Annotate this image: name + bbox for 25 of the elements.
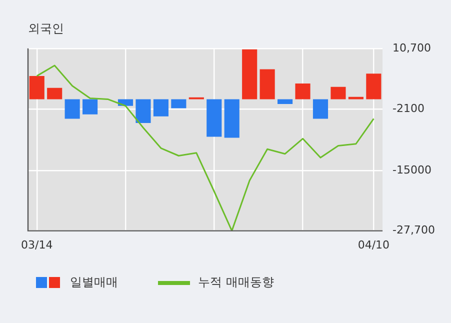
bar — [224, 99, 240, 138]
x-tick-label: 04/10 — [358, 238, 390, 252]
bar — [136, 99, 151, 123]
bar — [312, 99, 328, 119]
bar — [330, 86, 346, 100]
chart-title: 외국인 — [28, 21, 64, 36]
legend-label: 누적 매매동향 — [198, 274, 274, 291]
bar — [171, 99, 186, 108]
legend-label: 일별매매 — [70, 274, 118, 291]
y-tick-label: 10,700 — [392, 41, 432, 54]
y-tick-label: -15000 — [392, 163, 432, 176]
y-tick-label: -2100 — [392, 102, 425, 116]
x-tick-label: 03/14 — [21, 238, 53, 252]
bar — [295, 84, 310, 100]
bar — [29, 76, 44, 100]
bar — [260, 69, 275, 100]
bar — [153, 99, 168, 116]
bar — [278, 99, 293, 104]
bar — [64, 99, 80, 119]
bar — [242, 49, 258, 100]
bar — [47, 88, 62, 100]
bar — [206, 99, 222, 137]
bar — [82, 99, 98, 114]
y-tick-label: -27,700 — [392, 224, 436, 237]
bar — [366, 74, 382, 100]
